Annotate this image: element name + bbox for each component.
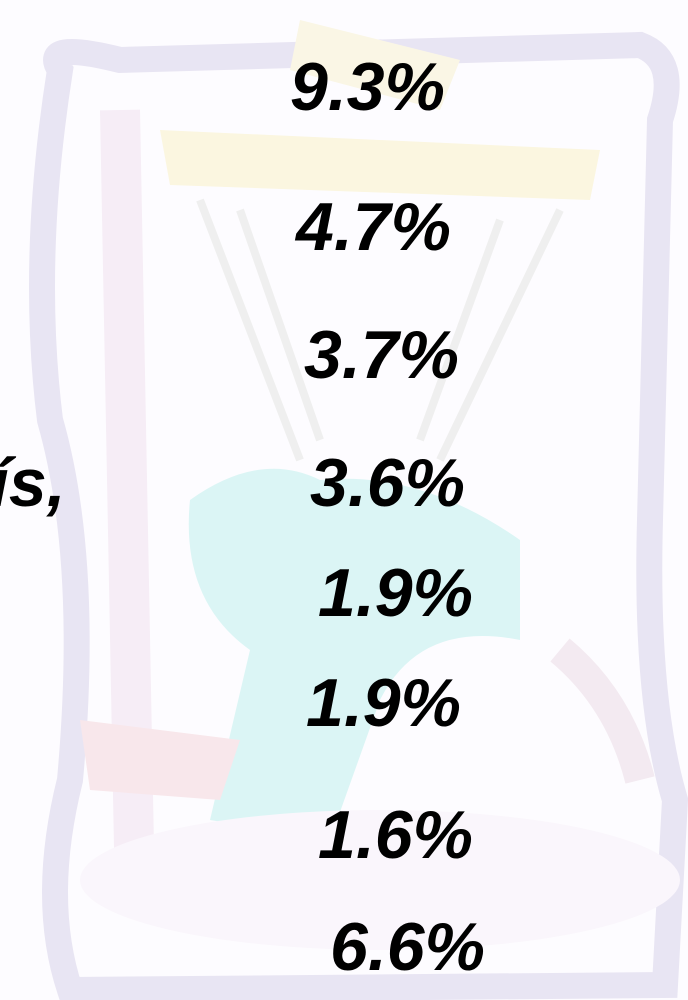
percentage: 6.6%: [330, 909, 485, 985]
percentage: 4.7%: [294, 189, 451, 265]
percentage: 1.9%: [306, 665, 461, 741]
slide: ís, 9.3% 4.7% 3.7% 3.6% 1.9% 1.9% 1.6% 6.6%: [0, 0, 688, 1000]
left-text: ís,: [0, 445, 66, 521]
percentage: 9.3%: [290, 49, 445, 125]
percentage: 1.9%: [318, 555, 473, 631]
percentage: 3.7%: [304, 317, 459, 393]
page: ís, 9.3%4.7%3.7%3.6%1.9%1.9%1.6%6.6% (()…: [0, 0, 688, 1000]
percentage: 1.6%: [318, 797, 473, 873]
percentage: 3.6%: [310, 445, 465, 521]
